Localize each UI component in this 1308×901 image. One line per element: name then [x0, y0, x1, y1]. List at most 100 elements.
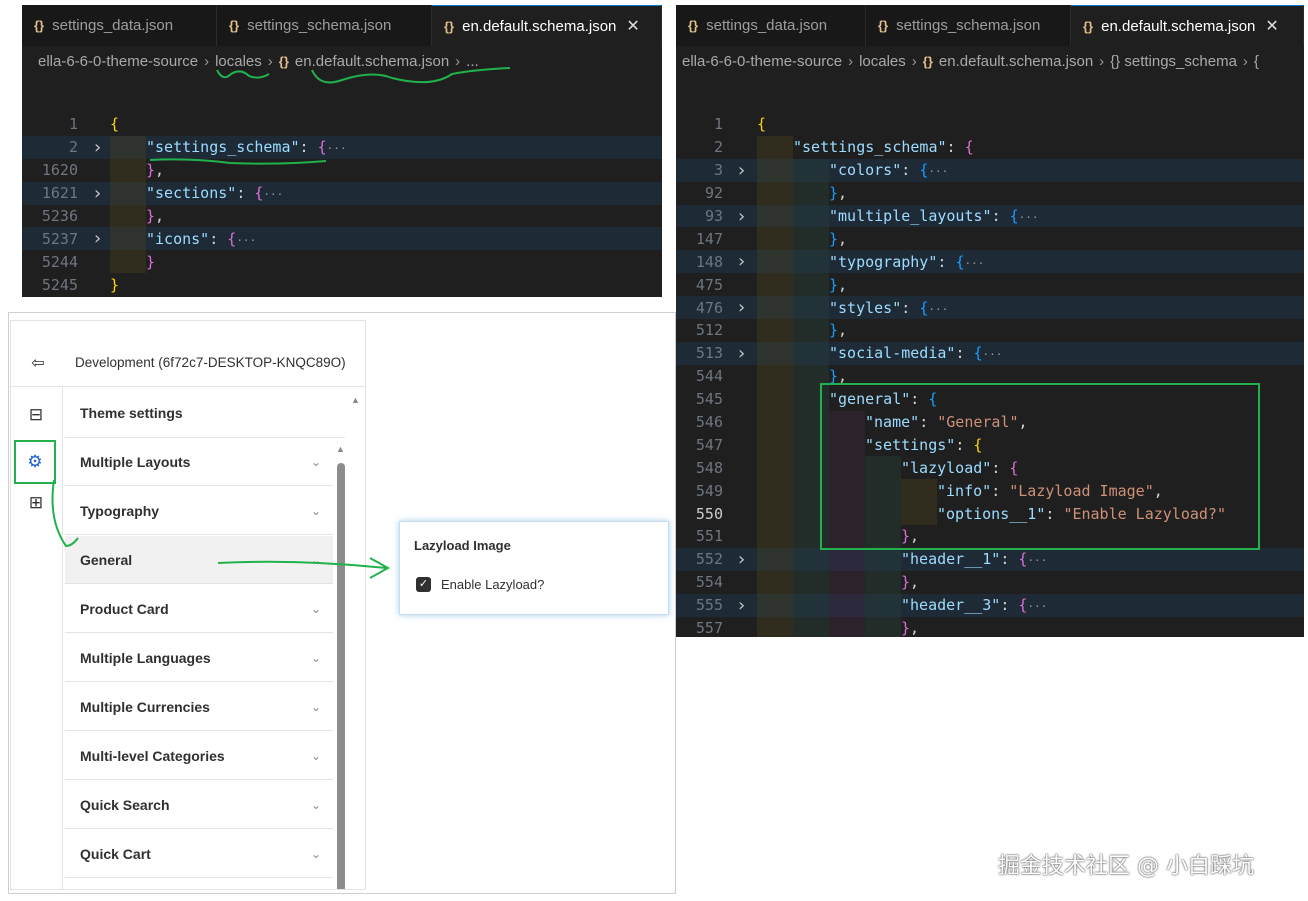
code-line[interactable]: 5245}	[22, 273, 662, 296]
indent-guide	[757, 456, 793, 480]
line-number: 475	[695, 275, 723, 294]
code-line[interactable]: 92},	[676, 181, 1304, 205]
close-icon[interactable]: ✕	[1265, 18, 1279, 35]
code-line[interactable]: 512},	[676, 319, 1304, 342]
code-line[interactable]: 1620},	[22, 158, 662, 182]
indent-guide	[757, 525, 793, 548]
settings-group-quick-cart[interactable]: Quick Cart ⌄	[65, 830, 333, 878]
settings-group-multiple-currencies[interactable]: Multiple Currencies ⌄	[65, 683, 333, 731]
exit-icon[interactable]: ⇦	[31, 354, 45, 372]
settings-group-multiple-layouts[interactable]: Multiple Layouts ⌄	[65, 438, 333, 486]
indent-guide	[757, 502, 793, 526]
fold-chevron-icon[interactable]: ›	[736, 159, 747, 181]
outer-scroll-up[interactable]: ▲	[351, 395, 360, 405]
code-line[interactable]: 544},	[676, 364, 1304, 388]
breadcrumb-item[interactable]: en.default.schema.json	[938, 52, 1094, 70]
code-line[interactable]: 513 › "social-media": {···	[676, 341, 1304, 365]
code-line[interactable]: 1621 › "sections": {···	[22, 181, 662, 205]
editor-tab[interactable]: {} settings_schema.json	[217, 5, 432, 46]
fold-chevron-icon[interactable]: ›	[92, 228, 103, 250]
code-area[interactable]: 1{2 › "settings_schema": {··· 1620}, 1621 › "s…	[22, 113, 662, 296]
settings-group-label: General	[80, 551, 133, 568]
fold-chevron-icon[interactable]: ›	[736, 205, 747, 227]
code-line[interactable]: 557},	[676, 616, 1304, 637]
code-line[interactable]: 547 "settings": {	[676, 433, 1304, 457]
side-rail: ⊟ ⚙ ⊞	[11, 388, 63, 889]
close-icon[interactable]: ✕	[626, 18, 640, 35]
code-line[interactable]: 554},	[676, 570, 1304, 594]
settings-group-product-card[interactable]: Product Card ⌄	[65, 585, 333, 633]
code-token: }	[829, 229, 839, 248]
settings-group-general[interactable]: General ⌄	[65, 536, 333, 584]
code-token: :	[946, 138, 965, 157]
breadcrumb-item[interactable]: locales	[859, 52, 906, 70]
indent-guide	[865, 479, 901, 503]
enable-lazyload-checkbox[interactable]: ✓	[416, 577, 431, 592]
breadcrumb-item[interactable]: {} settings_schema	[1110, 52, 1237, 70]
gear-icon[interactable]: ⚙	[14, 440, 56, 484]
editor-tab[interactable]: {} en.default.schema.json ✕	[432, 5, 662, 46]
editor-tab[interactable]: {} settings_data.json	[676, 5, 866, 46]
breadcrumb-item[interactable]: ella-6-6-0-theme-source	[38, 52, 199, 70]
code-token: "settings_schema"	[793, 138, 947, 157]
sections-icon[interactable]: ⊟	[28, 405, 44, 424]
settings-group-label: Typography	[80, 502, 160, 519]
code-line[interactable]: 5244}	[22, 250, 662, 274]
fold-chevron-icon[interactable]: ›	[736, 594, 747, 616]
code-line[interactable]: 552 › "header__1": {···	[676, 547, 1304, 571]
code-line[interactable]: 476 › "styles": {···	[676, 296, 1304, 320]
breadcrumb-item[interactable]: ...	[466, 52, 479, 70]
scroll-up-arrow[interactable]: ▲	[336, 444, 345, 454]
editor-tab[interactable]: {} en.default.schema.json ✕	[1071, 5, 1304, 46]
fold-chevron-icon[interactable]: ›	[736, 548, 747, 570]
code-line[interactable]: 5237 › "icons": {···	[22, 227, 662, 251]
code-text: },	[901, 573, 919, 591]
code-line[interactable]: 1{	[22, 113, 662, 136]
settings-group-typography[interactable]: Typography ⌄	[65, 487, 333, 535]
code-line[interactable]: 2 "settings_schema": {	[676, 135, 1304, 159]
code-line[interactable]: 551},	[676, 525, 1304, 548]
code-line[interactable]: 93 › "multiple_layouts": {···	[676, 204, 1304, 228]
code-area[interactable]: 1{2 "settings_schema": {3 › "colors": {··· 9…	[676, 113, 1304, 637]
code-line[interactable]: 548 "lazyload": {	[676, 456, 1304, 480]
line-number: 512	[695, 321, 723, 340]
breadcrumb-item[interactable]: en.default.schema.json	[294, 52, 450, 70]
code-line[interactable]: 549 "info": "Lazyload Image",	[676, 479, 1304, 503]
code-line[interactable]: 546 "name": "General",	[676, 410, 1304, 434]
code-line[interactable]: 555 › "header__3": {···	[676, 593, 1304, 617]
fold-chevron-icon[interactable]: ›	[736, 342, 747, 364]
indent-guide	[865, 456, 901, 480]
code-line[interactable]: 545 "general": {	[676, 387, 1304, 411]
code-line[interactable]: 148 › "typography": {···	[676, 250, 1304, 274]
settings-group-multiple-languages[interactable]: Multiple Languages ⌄	[65, 634, 333, 682]
code-line[interactable]: 3 › "colors": {···	[676, 158, 1304, 182]
code-line[interactable]: 2 › "settings_schema": {···	[22, 135, 662, 159]
line-number: 92	[704, 184, 723, 203]
fold-chevron-icon[interactable]: ›	[736, 251, 747, 273]
scrollbar[interactable]	[337, 463, 345, 889]
fold-chevron-icon[interactable]: ›	[736, 297, 747, 319]
indent-guide	[793, 296, 829, 320]
code-token: ···	[1027, 554, 1048, 568]
settings-group-multi-level-categories[interactable]: Multi-level Categories ⌄	[65, 732, 333, 780]
code-line[interactable]: 475},	[676, 273, 1304, 297]
editor-tab[interactable]: {} settings_schema.json	[866, 5, 1071, 46]
breadcrumb-item[interactable]: locales	[215, 52, 262, 70]
breadcrumb-item[interactable]: {	[1253, 52, 1259, 70]
chevron-down-icon: ⌄	[310, 650, 321, 665]
indent-guide	[793, 158, 829, 182]
code-line[interactable]: 147},	[676, 227, 1304, 251]
code-line[interactable]: 550 "options__1": "Enable Lazyload?"	[676, 502, 1304, 526]
json-braces-icon: {}	[922, 53, 933, 69]
chevron-right-icon: ›	[1099, 52, 1105, 70]
code-token: }	[829, 275, 839, 294]
editor-tab[interactable]: {} settings_data.json	[22, 5, 217, 46]
code-text: "header__1": {···	[901, 550, 1047, 568]
code-line[interactable]: 1{	[676, 113, 1304, 136]
breadcrumb-item[interactable]: ella-6-6-0-theme-source	[682, 52, 843, 70]
fold-chevron-icon[interactable]: ›	[92, 136, 103, 158]
settings-group-quick-search[interactable]: Quick Search ⌄	[65, 781, 333, 829]
code-line[interactable]: 5236},	[22, 204, 662, 228]
apps-add-icon[interactable]: ⊞	[28, 493, 44, 512]
fold-chevron-icon[interactable]: ›	[92, 182, 103, 204]
